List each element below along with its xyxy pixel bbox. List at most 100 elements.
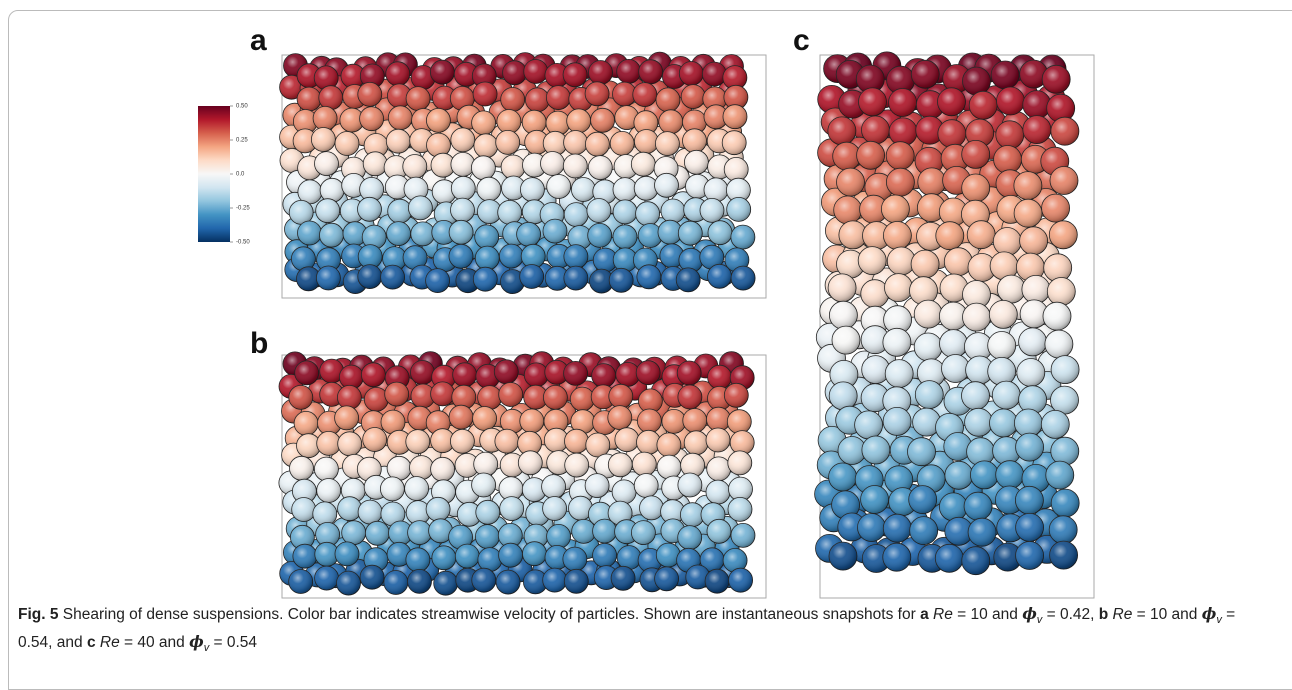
particle-shading: [476, 500, 500, 524]
particle-shading: [728, 497, 752, 521]
particle-shading: [411, 222, 435, 246]
particle-shading: [661, 199, 685, 223]
particle-shading: [681, 85, 705, 109]
particle-shading: [294, 411, 318, 435]
particle-shading: [970, 461, 998, 489]
particle-shading: [997, 275, 1025, 303]
particle-shading: [965, 408, 993, 436]
particle-shading: [708, 264, 732, 288]
particle-shading: [609, 268, 633, 292]
particle-shading: [639, 60, 663, 84]
particle-shading: [547, 524, 571, 548]
particle-shading: [910, 517, 938, 545]
particle-shading: [678, 221, 702, 245]
particle-shading: [731, 266, 755, 290]
particle-shading: [731, 225, 755, 249]
particle-shading: [455, 544, 479, 568]
particle-shading: [615, 428, 639, 452]
particle-shading: [992, 381, 1020, 409]
particle-shading: [723, 105, 747, 129]
particle-shading: [543, 219, 567, 243]
particle-shading: [962, 140, 990, 168]
particle-shading: [406, 430, 430, 454]
particle-shading: [474, 134, 498, 158]
particle-shading: [563, 154, 587, 178]
particle-shading: [592, 364, 616, 388]
particle-shading: [381, 265, 405, 289]
particle-shading: [406, 548, 430, 572]
caption-run: = 10 and: [953, 606, 1022, 623]
particle-shading: [385, 382, 409, 406]
particle-shading: [563, 63, 587, 87]
particle-shading: [678, 526, 702, 550]
particle-shading: [1050, 167, 1078, 195]
particle-shading: [501, 88, 525, 112]
particle-shading: [608, 453, 632, 477]
particle-shading: [449, 405, 473, 429]
particle-shading: [832, 326, 860, 354]
caption-run: Re: [1108, 606, 1132, 623]
particle-shading: [911, 60, 939, 88]
particle-shading: [829, 301, 857, 329]
particle-shading: [585, 474, 609, 498]
particle-shading: [837, 168, 865, 196]
particle-shading: [496, 570, 520, 594]
particle-shading: [609, 384, 633, 408]
particle-shading: [290, 456, 314, 480]
particle-shading: [914, 333, 942, 361]
particle-shading: [426, 269, 450, 293]
caption-run: c: [87, 634, 96, 651]
particle-shading: [655, 173, 679, 197]
particle-shading: [617, 546, 641, 570]
particle-shading: [883, 222, 911, 250]
particle-shading: [338, 497, 362, 521]
particle-shading: [883, 543, 911, 571]
caption-run: ϕ: [1022, 604, 1037, 623]
colorbar-tick-label: 0.50: [236, 104, 248, 110]
particle-shading: [657, 455, 681, 479]
caption-run: = 10 and: [1132, 606, 1201, 623]
particle-shading: [1023, 91, 1051, 119]
particle-shading: [683, 129, 707, 153]
particle-shading: [342, 521, 366, 545]
particle-shading: [633, 83, 657, 107]
particle-shading: [517, 222, 541, 246]
particle-shading: [588, 223, 612, 247]
particle-shading: [610, 131, 634, 155]
caption-run: b: [1099, 606, 1108, 623]
caption-run: = 0.54: [209, 634, 257, 651]
particle-shading: [940, 330, 968, 358]
particle-shading: [563, 547, 587, 571]
particle-shading: [829, 382, 857, 410]
particle-shading: [431, 457, 455, 481]
particle-shading: [1049, 221, 1077, 249]
particle-shading: [313, 106, 337, 130]
particle-shading: [588, 156, 612, 180]
particle-shading: [631, 152, 655, 176]
particle-shading: [319, 86, 343, 110]
particle-shading: [1049, 516, 1077, 544]
particle-shading: [496, 130, 520, 154]
particle-shading: [380, 477, 404, 501]
particle-shading: [707, 457, 731, 481]
particle-shading: [297, 87, 321, 111]
particle-shading: [1047, 278, 1075, 306]
particle-shading: [408, 196, 432, 220]
particle-shading: [360, 565, 384, 589]
particle-shading: [474, 452, 498, 476]
particle-shading: [1014, 199, 1042, 227]
particle-shading: [426, 108, 450, 132]
particle-shading: [968, 518, 996, 546]
particle-shading: [862, 116, 890, 144]
particle-shading: [520, 265, 544, 289]
particle-shading: [962, 174, 990, 202]
particle-shading: [1041, 410, 1069, 438]
particle-shading: [523, 542, 547, 566]
particle-shading: [1019, 328, 1047, 356]
particle-shading: [473, 407, 497, 431]
particle-shading: [727, 410, 751, 434]
particle-shading: [478, 548, 502, 572]
particle-shading: [883, 514, 911, 542]
particle-shading: [451, 128, 475, 152]
caption-run: = 40 and: [120, 634, 189, 651]
